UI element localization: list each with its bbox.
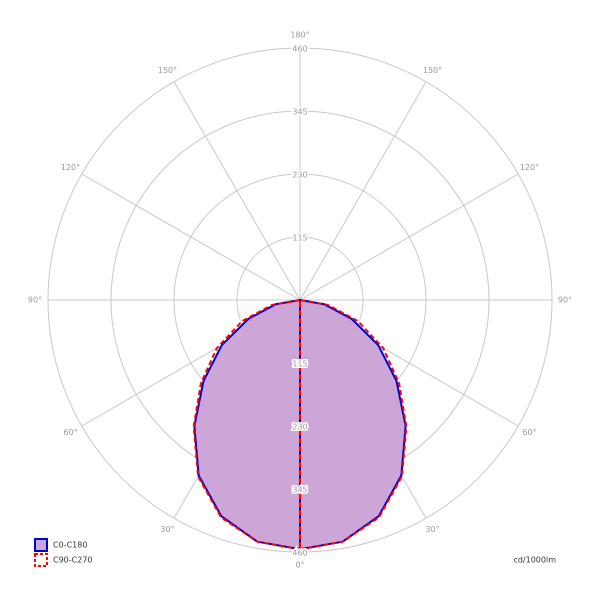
grid-spoke [81, 173, 301, 301]
angle-tick-label: 60° [63, 428, 77, 437]
unit-label: cd/1000lm [513, 556, 556, 565]
legend-label: C0-C180 [53, 541, 87, 550]
angle-tick-label: 30° [160, 525, 174, 534]
angle-tick-label: 120° [61, 163, 80, 172]
labels: 115 115 230 230 345 345 460 460 0° 30° 30° 60° 60° 90… [28, 31, 572, 570]
angle-tick-label: 0° [295, 561, 304, 570]
angle-tick-label: 90° [558, 296, 572, 305]
angle-tick-label: 150° [158, 66, 177, 75]
r-tick-label: 345 [292, 486, 307, 495]
r-tick-label: 345 [292, 108, 307, 117]
angle-tick-label: 60° [522, 428, 536, 437]
angle-tick-label: 180° [290, 31, 309, 40]
angle-tick-label: 30° [425, 525, 439, 534]
r-tick-label: 115 [292, 360, 307, 369]
grid [47, 47, 553, 553]
legend-swatch [34, 538, 48, 552]
series-curve [299, 299, 408, 551]
angle-tick-label: 120° [520, 163, 539, 172]
series-curve [299, 299, 407, 551]
plot-area [192, 299, 408, 551]
grid-spoke [299, 81, 427, 301]
legend-swatch [34, 553, 48, 567]
r-tick-label: 230 [292, 171, 307, 180]
legend-label: C90-C270 [53, 556, 93, 565]
series-curve [192, 299, 301, 551]
grid-spoke [299, 173, 519, 301]
r-tick-label: 460 [292, 549, 307, 558]
r-tick-label: 230 [292, 423, 307, 432]
angle-tick-label: 90° [28, 296, 42, 305]
r-tick-label: 460 [292, 45, 307, 54]
grid-spoke [173, 81, 301, 301]
r-tick-label: 115 [292, 234, 307, 243]
angle-tick-label: 150° [423, 66, 442, 75]
series-curve [193, 299, 301, 551]
